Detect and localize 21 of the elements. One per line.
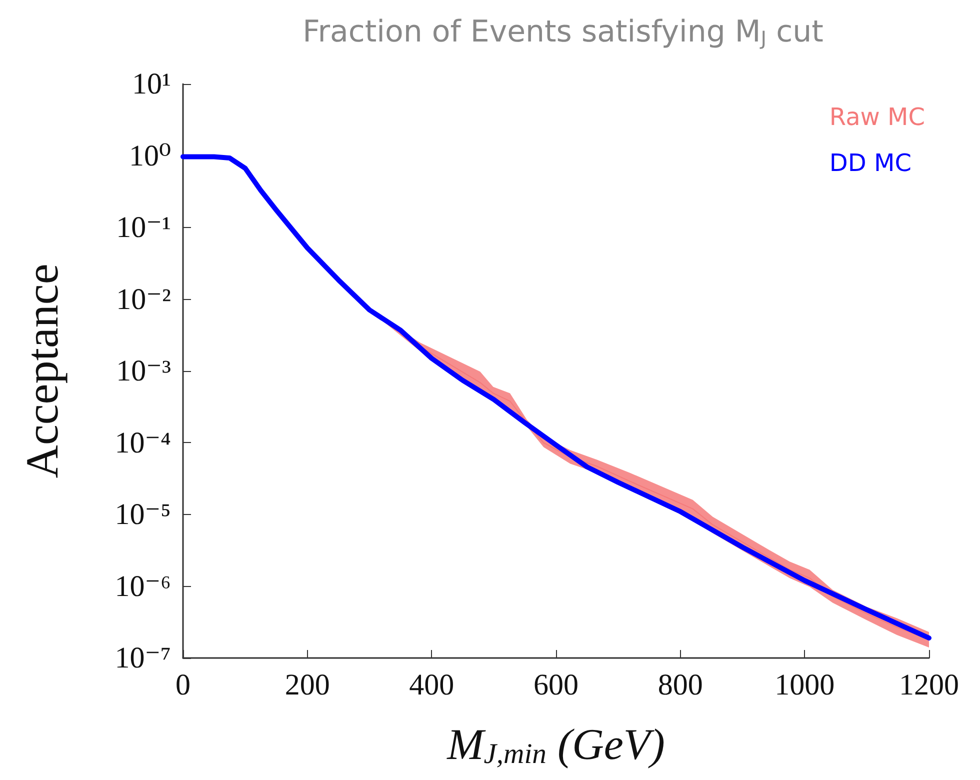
x-tick-label: 0 (176, 668, 190, 702)
x-tick-label: 800 (658, 668, 703, 702)
y-tick-label: 10⁻⁵ (114, 498, 171, 531)
x-tick-label: 600 (534, 668, 578, 702)
chart-title: Fraction of Events satisfying MJ cut (302, 14, 824, 50)
y-tick-label: 10⁻⁶ (114, 570, 171, 603)
y-axis-title: Acceptance (16, 264, 68, 478)
x-tick-label: 400 (409, 668, 454, 702)
y-tick-label: 10⁻³ (116, 354, 171, 388)
x-tick-label: 1000 (774, 668, 835, 702)
y-tick-label: 10⁻¹ (116, 211, 171, 244)
text: Raw MC (829, 103, 925, 131)
y-tick-label: 10⁻² (116, 282, 171, 316)
y-tick-label: 10¹ (132, 68, 171, 100)
x-tick-label: 1200 (899, 668, 959, 702)
text: DD MC (829, 149, 912, 177)
x-tick-label: 200 (284, 668, 330, 702)
x-axis-title: MJ,min (GeV) (446, 720, 665, 770)
y-tick-label: 10⁻⁴ (114, 426, 171, 460)
y-tick-label: 10⁻⁷ (114, 642, 171, 674)
y-tick-label: 10⁰ (128, 139, 171, 172)
